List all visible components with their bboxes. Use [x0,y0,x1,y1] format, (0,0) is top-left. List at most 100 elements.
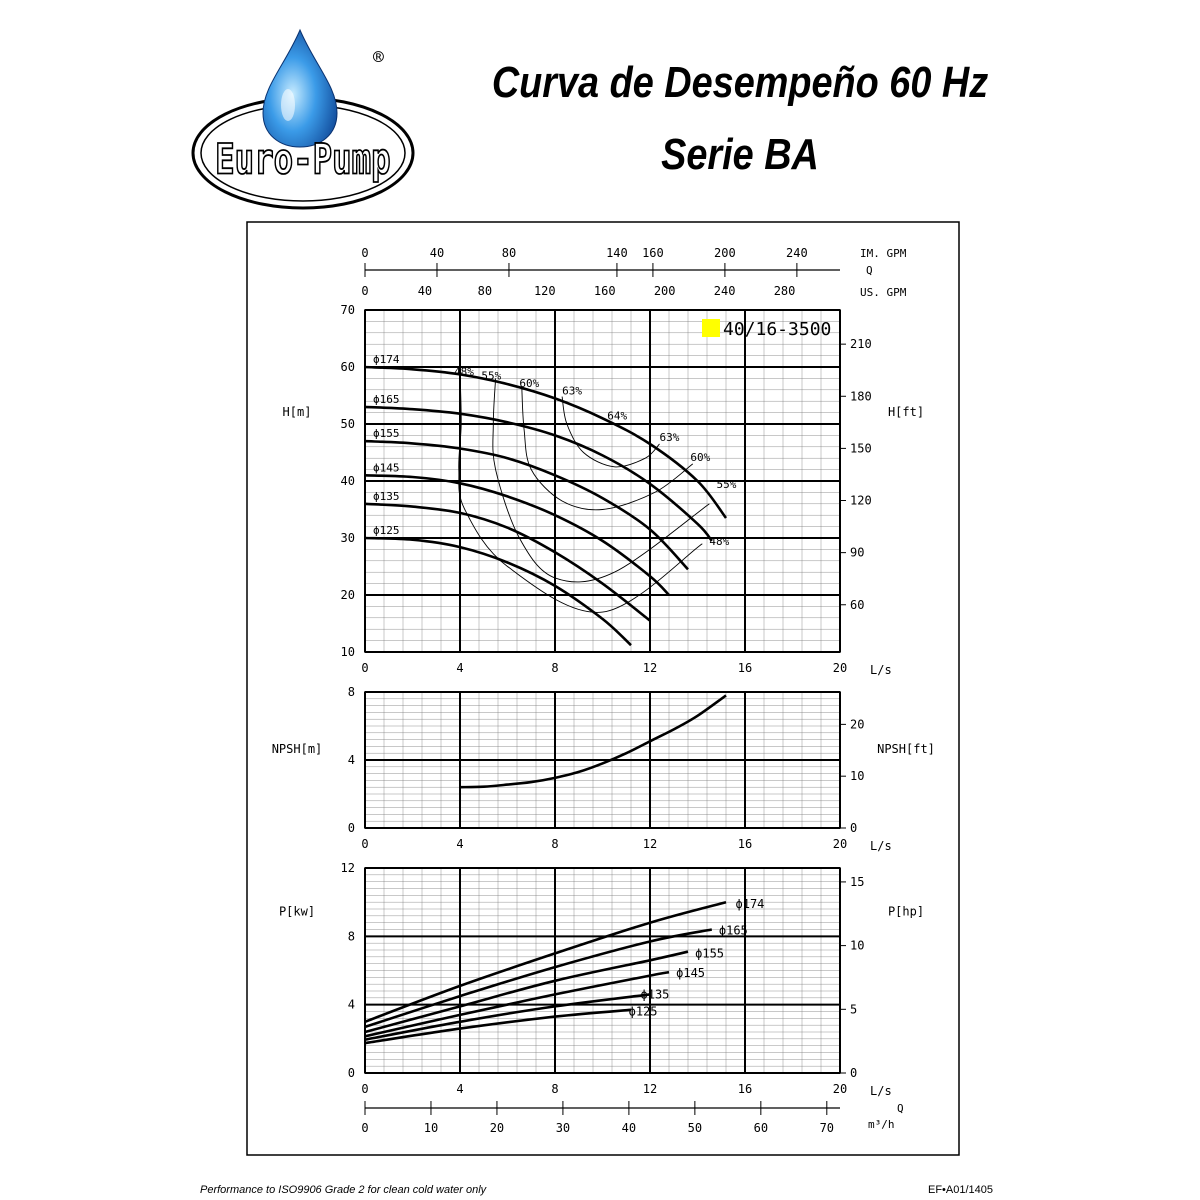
efficiency-label: 60% [519,377,539,390]
x-tick-label: 12 [643,837,657,851]
series-curve-ϕ125 [364,536,632,647]
m3h-tick-label: 70 [820,1121,834,1135]
x-tick-label: 12 [643,661,657,675]
series-curve-ϕ165 [364,405,713,542]
us-gpm-tick-label: 240 [714,284,736,298]
y2-axis-label: H[ft] [888,405,924,419]
y-tick-label: 40 [341,474,355,488]
im-gpm-tick-label: 160 [642,246,664,260]
water-drop-icon [262,28,338,148]
y2-tick-label: 15 [850,875,864,889]
x-axis-label: L/s [870,839,892,853]
impeller-diameter-label: ϕ135 [373,490,400,503]
power-curve-label: ϕ145 [676,966,705,980]
y2-tick-label: 0 [850,821,857,835]
series-curve-ϕ155 [364,439,689,571]
y-tick-label: 8 [348,685,355,699]
x-tick-label: 8 [551,661,558,675]
page-title: Curva de Desempeño 60 Hz [491,58,989,107]
efficiency-curve-55% [492,378,710,583]
x-tick-label: 16 [738,1082,752,1096]
x-tick-label: 8 [551,1082,558,1096]
y-tick-label: 70 [341,303,355,317]
registered-mark: ® [373,47,384,68]
m3h-tick-label: 40 [622,1121,636,1135]
efficiency-label: 63% [562,384,582,397]
y2-axis-label: P[hp] [888,905,924,919]
us-gpm-tick-label: 160 [594,284,616,298]
model-label: 40/16-3500 [723,319,831,340]
y2-tick-label: 150 [850,441,872,455]
y2-tick-label: 20 [850,717,864,731]
y2-tick-label: 60 [850,598,864,612]
m3h-tick-label: 0 [361,1121,368,1135]
series-curve-NPSH [459,694,727,789]
series-curve-ϕ135 [364,993,651,1041]
chart-frame [246,221,960,1156]
logo-text: Euro-Pump [215,134,390,183]
plot-area-border [364,309,841,653]
us-gpm-tick-label: 40 [418,284,432,298]
series-curve-ϕ125 [364,1008,632,1045]
y-tick-label: 0 [348,1066,355,1080]
x-tick-label: 4 [456,661,463,675]
efficiency-curve-48% [458,372,703,613]
x-tick-label: 0 [361,661,368,675]
x-tick-label: 16 [738,661,752,675]
m3h-tick-label: 20 [490,1121,504,1135]
y-tick-label: 12 [341,861,355,875]
series-curve-ϕ145 [364,474,670,596]
x-tick-label: 4 [456,837,463,851]
page-subtitle: Serie BA [661,130,819,179]
m3h-tick-label: 30 [556,1121,570,1135]
x-axis-label: L/s [870,1084,892,1098]
x-tick-label: 8 [551,837,558,851]
y2-tick-label: 0 [850,1066,857,1080]
y2-tick-label: 210 [850,337,872,351]
y-tick-label: 0 [348,821,355,835]
x-tick-label: 12 [643,1082,657,1096]
efficiency-label: 55% [481,370,501,383]
efficiency-label: 55% [717,478,737,491]
us-gpm-tick-label: 280 [774,284,796,298]
x-tick-label: 16 [738,837,752,851]
x-tick-label: 20 [833,1082,847,1096]
efficiency-label: 63% [660,431,680,444]
efficiency-label: 48% [709,535,729,548]
im-gpm-tick-label: 0 [361,246,368,260]
x-axis-label: L/s [870,663,892,677]
series-curve-ϕ174 [364,900,727,1024]
y2-tick-label: 90 [850,546,864,560]
y-tick-label: 50 [341,417,355,431]
y2-tick-label: 10 [850,769,864,783]
efficiency-label: 60% [690,451,710,464]
flow-axis-label: Q [866,264,873,277]
impeller-diameter-label: ϕ174 [373,353,400,366]
impeller-diameter-label: ϕ155 [373,427,400,440]
power-curve-label: ϕ165 [719,923,748,937]
us-gpm-axis-label: US. GPM [860,286,907,299]
euro-pump-logo: Euro-Pump ® [191,28,415,210]
y-axis-label: H[m] [283,405,312,419]
im-gpm-axis-label: IM. GPM [860,247,907,260]
y-axis-label: NPSH[m] [272,742,323,756]
y2-tick-label: 5 [850,1002,857,1016]
series-curve-ϕ135 [364,502,651,622]
y-tick-label: 20 [341,588,355,602]
us-gpm-tick-label: 120 [534,284,556,298]
y-tick-label: 30 [341,531,355,545]
m3h-tick-label: 60 [754,1121,768,1135]
x-tick-label: 0 [361,1082,368,1096]
y2-tick-label: 120 [850,494,872,508]
impeller-diameter-label: ϕ145 [373,461,400,474]
y-tick-label: 4 [348,998,355,1012]
efficiency-curve-60% [521,386,694,511]
impeller-diameter-label: ϕ125 [373,524,400,537]
im-gpm-tick-label: 200 [714,246,736,260]
x-tick-label: 0 [361,837,368,851]
efficiency-curve-63% [561,396,660,468]
y-axis-label: P[kw] [279,905,315,919]
x-tick-label: 20 [833,661,847,675]
y-tick-label: 10 [341,645,355,659]
series-curve-ϕ165 [364,928,713,1029]
